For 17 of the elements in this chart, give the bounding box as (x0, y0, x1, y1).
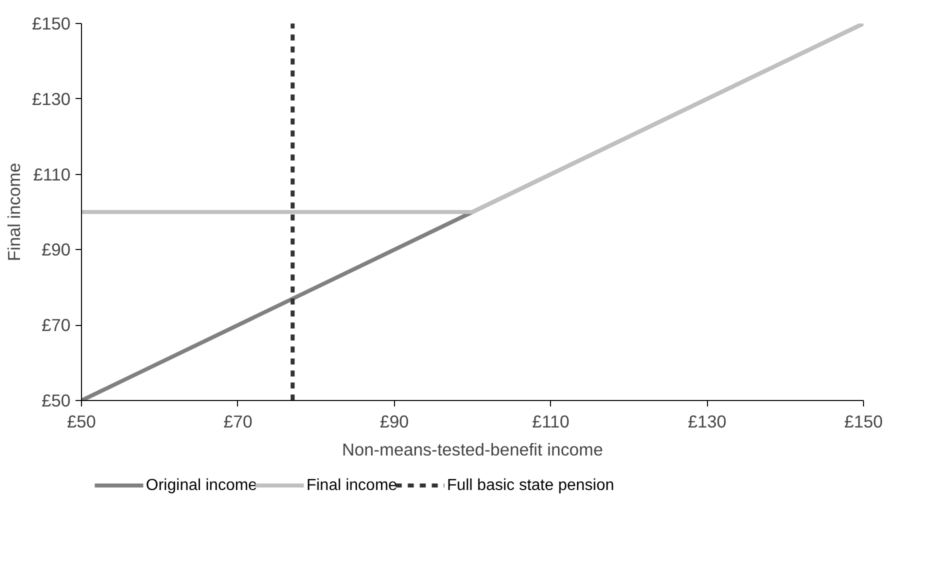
x-tick-label: £150 (844, 412, 883, 432)
y-tick-label: £90 (42, 240, 71, 260)
x-tick-label: £70 (223, 412, 252, 432)
legend-label: Original income (146, 477, 258, 494)
y-tick-label: £110 (33, 164, 71, 184)
x-tick-label: £130 (688, 412, 726, 432)
legend-label: Full basic state pension (446, 477, 614, 494)
x-tick-label: £50 (67, 412, 96, 432)
y-tick-label: £50 (42, 390, 71, 410)
y-tick-label: £150 (32, 14, 71, 34)
x-tick-label: £90 (380, 412, 409, 432)
y-axis-title: Final income (4, 162, 24, 262)
x-axis-title: Non-means-tested-benefit income (342, 440, 604, 460)
x-tick-label: £110 (532, 412, 570, 432)
legend-label: Final income (306, 477, 398, 494)
y-tick-label: £130 (32, 88, 71, 109)
y-tick-label: £70 (42, 315, 71, 336)
